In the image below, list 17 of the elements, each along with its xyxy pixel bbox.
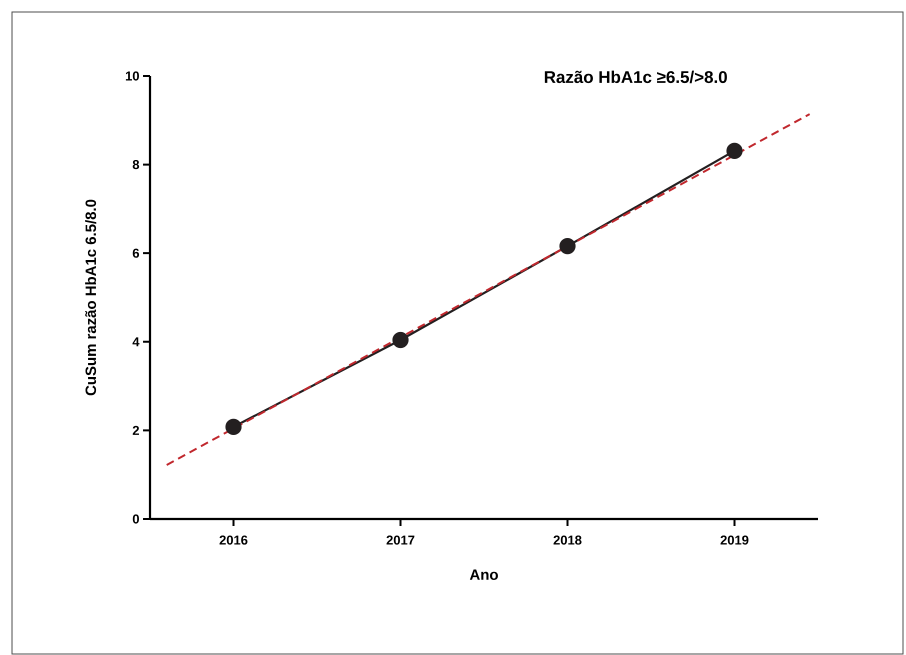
y-tick-label: 8 (132, 160, 140, 170)
y-tick-label: 2 (132, 426, 139, 435)
point (559, 238, 576, 254)
x-tick-label: 2019 (720, 536, 748, 545)
y-tick-label: 6 (132, 248, 140, 258)
y-tick-label: 4 (132, 337, 140, 346)
point (726, 142, 743, 159)
x-tick-label: 2017 (386, 536, 414, 545)
y-axis-title: CuSum razão HbA1c 6.5/8.0 (85, 200, 96, 396)
chart-title: Razão HbA1c ≥6.5/>8.0 (544, 70, 727, 84)
point (392, 332, 409, 348)
y-tick-label: 0 (132, 514, 139, 524)
x-axis-title: Ano (470, 570, 498, 580)
x-tick-label: 2018 (554, 536, 582, 545)
y-tick-label: 10 (126, 71, 139, 81)
point (225, 418, 242, 435)
x-tick-label: 2016 (220, 536, 248, 545)
